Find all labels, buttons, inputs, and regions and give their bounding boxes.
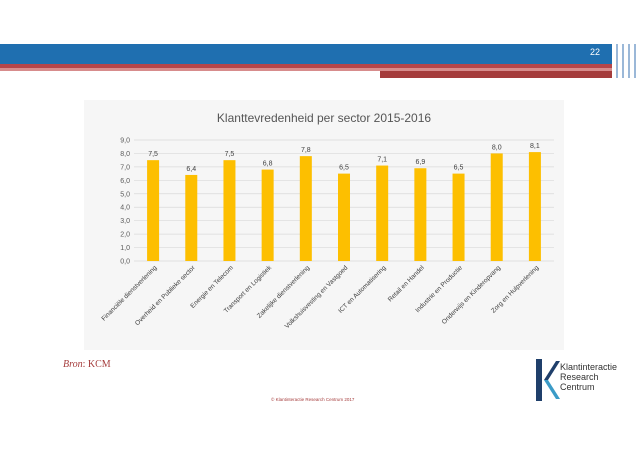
y-tick-label: 1,0 — [120, 245, 130, 252]
source-note: Bron: KCM — [63, 359, 111, 370]
y-tick-label: 7,0 — [120, 164, 130, 171]
header-stripe — [0, 64, 612, 68]
y-tick-label: 2,0 — [120, 232, 130, 239]
bar — [414, 168, 427, 261]
y-tick-label: 9,0 — [120, 138, 130, 145]
bar — [338, 173, 350, 261]
y-tick-label: 5,0 — [120, 191, 130, 198]
bar — [261, 169, 274, 261]
source-text: : KCM — [82, 359, 111, 370]
logo-text: Klantinteractie Research Centrum — [560, 362, 617, 392]
bar — [147, 160, 160, 261]
logo-line-3: Centrum — [560, 382, 595, 392]
x-tick-label: Retail en Handel — [387, 264, 426, 303]
footer-copyright: © Klantinteractie Research Centrum 2017 — [271, 397, 355, 402]
chart-title: Klanttevredenheid per sector 2015-2016 — [217, 111, 431, 125]
bar — [185, 174, 198, 261]
header-accent-block — [380, 71, 612, 78]
y-tick-label: 3,0 — [120, 218, 130, 225]
header-stripe-light — [0, 68, 612, 71]
data-label: 7,5 — [148, 151, 158, 158]
header-decoration — [612, 44, 638, 78]
y-tick-label: 0,0 — [120, 259, 130, 266]
data-label: 7,8 — [301, 147, 311, 154]
data-label: 7,1 — [377, 157, 387, 164]
data-label: 8,1 — [530, 143, 540, 150]
data-label: 6,5 — [339, 165, 349, 172]
x-tick-label: Volkshuisvesting en Vastgoed — [284, 264, 350, 330]
logo-line-1: Klantinteractie — [560, 362, 618, 372]
y-tick-label: 4,0 — [120, 205, 130, 212]
bar-chart: Klanttevredenheid per sector 2015-2016 0… — [100, 111, 554, 330]
header-bar — [0, 44, 612, 64]
chart-background — [84, 100, 564, 350]
source-prefix: Bron — [63, 359, 83, 370]
y-tick-label: 8,0 — [120, 151, 130, 158]
data-label: 6,8 — [263, 161, 273, 168]
data-label: 8,0 — [492, 144, 502, 151]
y-tick-label: 6,0 — [120, 178, 130, 185]
bar — [452, 173, 465, 261]
bar — [528, 152, 541, 261]
data-label: 6,9 — [415, 159, 425, 166]
page-number: 22 — [590, 47, 601, 57]
bar — [223, 160, 236, 261]
kirc-logo-icon — [536, 359, 560, 401]
bar — [490, 153, 503, 261]
logo-line-2: Research — [560, 372, 599, 382]
bar — [299, 156, 312, 261]
data-label: 6,4 — [186, 166, 196, 173]
data-label: 7,5 — [225, 151, 235, 158]
data-label: 6,5 — [454, 165, 464, 172]
bar — [376, 165, 389, 261]
